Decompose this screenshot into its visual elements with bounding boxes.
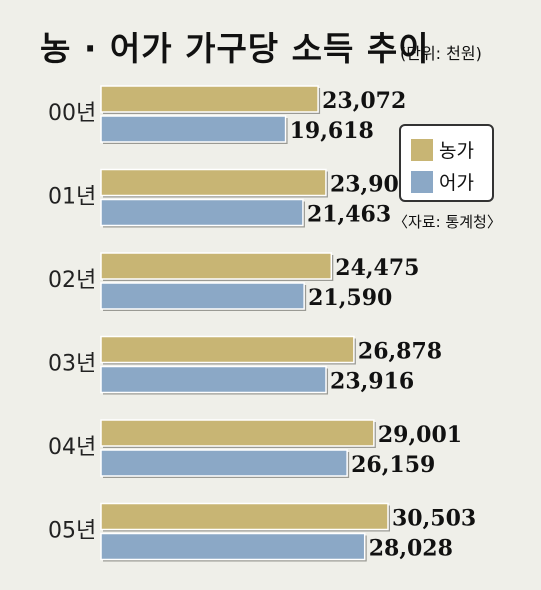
- value-label-fish: 21,590: [308, 285, 392, 311]
- value-label-fish: 21,463: [307, 202, 391, 228]
- category-label: 00년: [48, 101, 96, 126]
- bar-fish: [100, 532, 366, 561]
- value-label-fish: 28,028: [369, 536, 453, 562]
- chart-title: 농 · 어가 가구당 소득 추이: [40, 29, 430, 68]
- bar-fish: [100, 365, 327, 394]
- bar-farm: [100, 252, 333, 280]
- value-label-farm: 26,878: [358, 339, 442, 365]
- bar-fish: [100, 282, 305, 310]
- value-label-fish: 26,159: [351, 452, 435, 478]
- value-label-fish: 23,916: [330, 369, 414, 395]
- legend-swatch-farm: [411, 138, 433, 161]
- legend-swatch-fish: [411, 170, 433, 193]
- category-label: 01년: [48, 185, 96, 210]
- legend: 농가 어가: [399, 124, 494, 202]
- bar-farm: [100, 85, 319, 113]
- bar-fish: [100, 115, 287, 143]
- unit-label: (단위: 천원): [400, 44, 482, 63]
- bar-fish: [100, 198, 304, 227]
- bar-fish: [100, 449, 348, 477]
- bar-farm: [100, 419, 375, 447]
- value-label-farm: 30,503: [392, 506, 476, 532]
- value-label-farm: 24,475: [335, 255, 419, 281]
- source-note: 〈자료: 통계청〉: [393, 213, 502, 231]
- legend-item-farm: 농가: [411, 136, 474, 163]
- category-label: 04년: [48, 435, 96, 460]
- value-label-farm: 23,072: [322, 88, 406, 114]
- legend-label-fish: 어가: [439, 172, 474, 194]
- value-label-farm: 29,001: [378, 422, 462, 448]
- legend-item-fish: 어가: [411, 168, 474, 195]
- bar-farm: [100, 502, 389, 531]
- bar-farm: [100, 168, 327, 197]
- legend-label-farm: 농가: [439, 140, 474, 162]
- bar-farm: [100, 335, 355, 364]
- category-label: 02년: [48, 268, 96, 293]
- category-label: 05년: [48, 519, 96, 544]
- value-label-fish: 19,618: [290, 118, 374, 144]
- category-label: 03년: [48, 352, 96, 377]
